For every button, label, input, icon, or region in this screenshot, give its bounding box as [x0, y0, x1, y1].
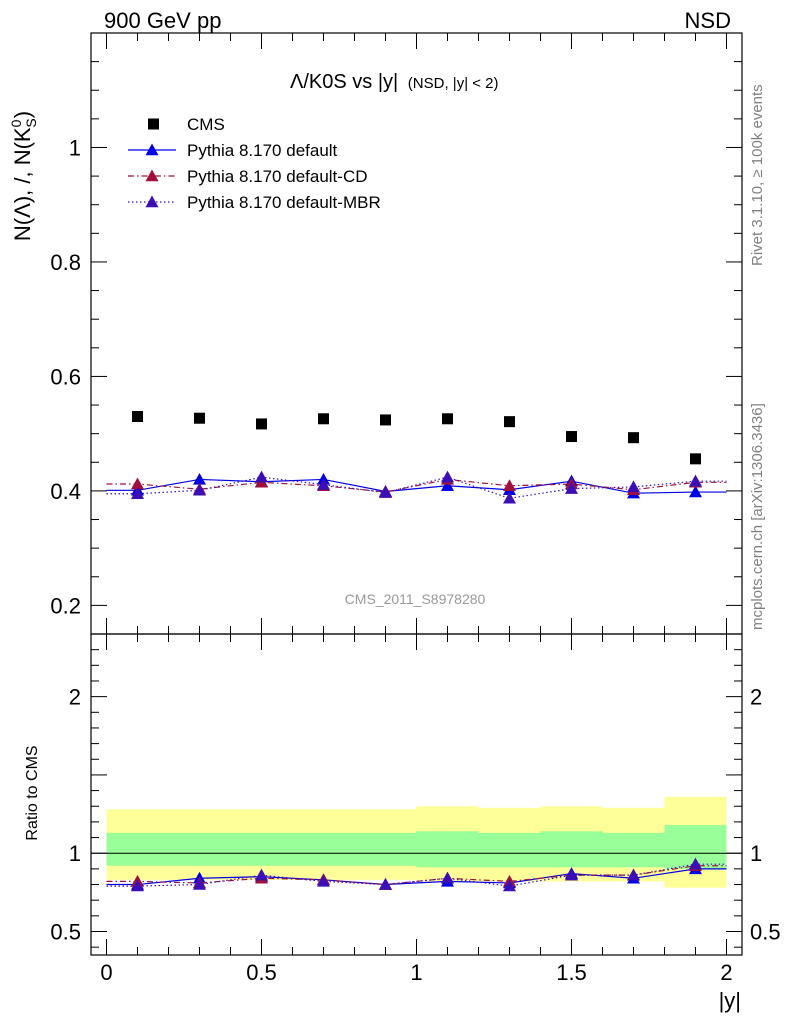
ratio-ytick-label-left: 0.5: [50, 920, 81, 945]
ratio-band-stat: [168, 832, 231, 866]
series-point-2: [441, 871, 454, 884]
series-line-2: [106, 863, 727, 887]
cms-data-point: [690, 453, 701, 465]
cms-data-point: [566, 431, 577, 443]
series-layer: [106, 410, 727, 892]
plot-title-sub: (NSD, |y| < 2): [408, 75, 499, 92]
legend-marker: [145, 169, 159, 182]
main-y-axis-label: N(Λ), /, N(K0S): [8, 111, 39, 241]
series-point-2: [131, 477, 144, 490]
series-line-2: [106, 478, 727, 493]
series-line-1: [106, 478, 727, 494]
ratio-band-stat: [354, 832, 417, 866]
legend-marker: [145, 143, 159, 156]
plot-title: Λ/K0S vs |y| (NSD, |y| < 2): [290, 71, 499, 93]
rivet-label: Rivet 3.1.10, ≥ 100k events: [749, 84, 766, 266]
xtick-label: 1: [410, 960, 422, 985]
cms-data-point: [504, 416, 515, 428]
ratio-band-stat: [230, 832, 293, 866]
ratio-ytick-label-right: 2: [750, 685, 762, 710]
ratio-ytick-label-right: 0.5: [750, 920, 781, 945]
ratio-band-stat: [478, 832, 541, 868]
ratio-uncertainty-bands: [91, 796, 742, 888]
cms-data-point: [194, 412, 205, 424]
series-point-3: [193, 483, 206, 496]
series-point-3: [379, 486, 392, 498]
series-point-2: [131, 879, 144, 892]
ratio-band-stat: [416, 831, 479, 868]
series-point-2: [627, 868, 640, 881]
main-ytick-label: 0.8: [50, 250, 81, 275]
series-point-1: [689, 485, 702, 498]
ratio-y-axis-label: Ratio to CMS: [24, 745, 41, 840]
series-point-2: [565, 868, 578, 881]
cms-data-point: [132, 410, 143, 422]
series-point-3: [317, 478, 330, 490]
legend: CMS Pythia 8.170 default Pythia 8.170 defa…: [128, 115, 381, 212]
cms-data-point: [380, 414, 391, 426]
series-line-0: [106, 868, 727, 886]
series-point-1: [441, 479, 454, 491]
main-ytick-label: 0.4: [50, 479, 81, 504]
series-point-2: [255, 868, 268, 881]
plot-title-main: Λ/K0S vs |y|: [290, 71, 398, 93]
series-point-3: [689, 474, 702, 487]
ratio-band-stat: [106, 832, 169, 866]
series-point-3: [503, 491, 516, 504]
cms-data-point: [256, 418, 267, 430]
ratio-band-stat: [540, 831, 603, 868]
xtick-label: 0: [100, 960, 112, 985]
ratio-ytick-label-left: 1: [69, 841, 81, 866]
mcplots-label: mcplots.cern.ch [arXiv:1306.3436]: [749, 403, 766, 630]
series-point-3: [255, 470, 268, 483]
series-point-2: [317, 874, 330, 887]
ratio-plot-frame: [90, 633, 743, 956]
legend-label: Pythia 8.170 default: [187, 141, 338, 160]
process-label: NSD: [685, 8, 731, 33]
ratio-ytick-label-left: 2: [69, 685, 81, 710]
legend-marker: [145, 195, 159, 208]
series-point-2: [379, 878, 392, 890]
legend-label: Pythia 8.170 default-MBR: [187, 193, 381, 212]
legend-label: CMS: [187, 115, 225, 134]
series-line-3: [106, 476, 727, 499]
xtick-label: 2: [720, 960, 732, 985]
legend-label: Pythia 8.170 default-CD: [187, 167, 368, 186]
ratio-band-stat: [602, 832, 665, 868]
series-point-2: [503, 479, 516, 491]
cms-data-point: [318, 413, 329, 425]
main-ytick-label: 0.6: [50, 364, 81, 389]
main-ytick-label: 0.2: [50, 593, 81, 618]
x-axis-label: |y|: [719, 988, 741, 1013]
series-point-2: [193, 878, 206, 890]
ratio-band-stat: [292, 832, 355, 866]
series-point-3: [565, 482, 578, 494]
legend-marker-cms: [148, 118, 159, 130]
xtick-label: 0.5: [246, 960, 277, 985]
series-line-1: [106, 865, 727, 886]
series-point-2: [689, 857, 702, 870]
main-ytick-label: 1: [69, 135, 81, 160]
series-point-1: [193, 472, 206, 485]
series-point-3: [131, 487, 144, 499]
axes-ticks: 0.2 0.4 0.6 0.8 1 0.5 0.5 1 1 2 2 0 0.5 1 1.5 2: [50, 32, 781, 985]
cms-data-point: [628, 432, 639, 444]
series-point-2: [503, 879, 516, 892]
analysis-watermark: CMS_2011_S8978280: [345, 591, 486, 607]
ratio-ytick-label-right: 1: [750, 841, 762, 866]
cms-data-point: [442, 413, 453, 425]
series-point-3: [627, 480, 640, 493]
series-point-3: [441, 470, 454, 483]
collision-label: 900 GeV pp: [104, 8, 221, 33]
xtick-label: 1.5: [556, 960, 587, 985]
